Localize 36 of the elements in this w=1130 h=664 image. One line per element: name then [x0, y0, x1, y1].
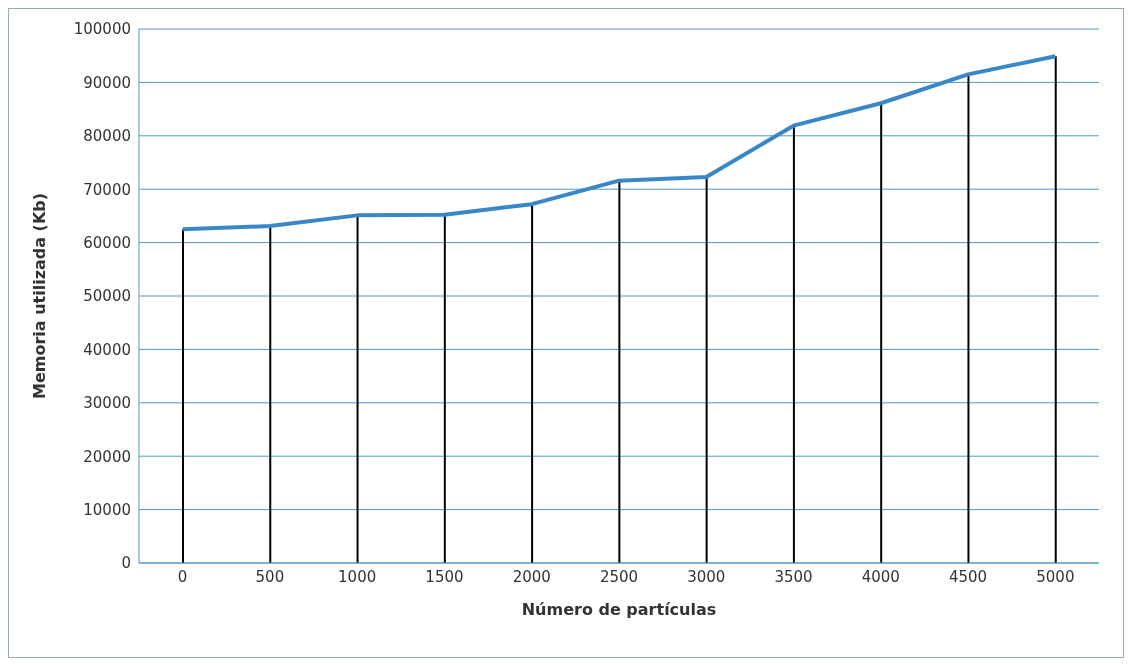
bar: [182, 229, 184, 563]
x-tick-label: 0: [177, 567, 188, 586]
bar: [356, 215, 359, 563]
y-tick-label: 10000: [83, 500, 131, 519]
y-tick-label: 40000: [83, 340, 131, 359]
bar: [618, 180, 621, 563]
x-tick-label: 2500: [599, 567, 639, 586]
x-tick-label: 1500: [425, 567, 464, 586]
bar: [269, 226, 272, 563]
line-series: [180, 54, 1058, 232]
y-tick-label: 0: [121, 554, 131, 573]
x-axis-title: Número de partículas: [521, 600, 717, 619]
x-tick-label: 500: [255, 567, 285, 586]
x-tick-label: 4000: [861, 567, 900, 586]
y-tick-label: 80000: [83, 127, 131, 146]
x-tick-label: 2000: [512, 567, 551, 586]
y-tick-label: 30000: [83, 394, 131, 413]
bar: [443, 214, 446, 563]
x-tick-label: 3000: [687, 567, 726, 586]
bar: [1054, 56, 1057, 563]
y-tick-label: 60000: [83, 233, 131, 252]
x-tick-label: 3500: [774, 567, 813, 586]
bar: [531, 204, 534, 563]
bar: [967, 74, 970, 563]
y-tick-label: 20000: [83, 447, 131, 466]
bar: [792, 125, 795, 563]
x-tick-label: 5000: [1036, 567, 1075, 586]
y-tick-label: 90000: [83, 73, 131, 92]
x-tick-label: 1000: [338, 567, 377, 586]
x-tick-label: 4500: [949, 567, 988, 586]
bar: [705, 176, 708, 563]
y-axis-title: Memoria utilizada (Kb): [29, 192, 49, 400]
y-tick-label: 50000: [83, 287, 131, 306]
y-tick-label: 100000: [73, 20, 131, 39]
bar: [880, 103, 883, 563]
y-tick-label: 70000: [83, 180, 131, 199]
